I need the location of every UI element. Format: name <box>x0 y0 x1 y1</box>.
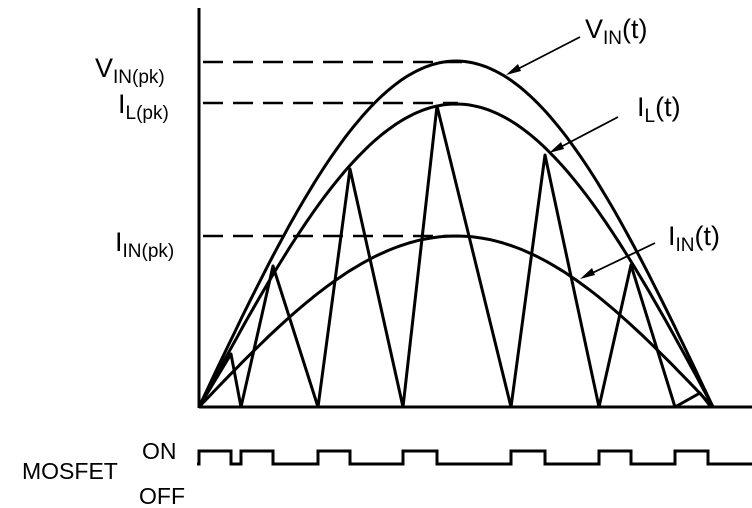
vin-pointer-line <box>511 36 581 73</box>
vin-pk-label: VIN(pk) <box>95 53 165 88</box>
vin-t-label: VIN(t) <box>585 14 648 49</box>
iin-curve <box>197 234 715 409</box>
vin-pointer-arrow <box>506 64 521 75</box>
il-pk-label: IL(pk) <box>118 89 169 124</box>
il-t-label: IL(t) <box>637 92 681 127</box>
il-pointer-arrow <box>549 142 564 153</box>
on-label: ON <box>142 438 177 464</box>
off-label: OFF <box>139 483 185 508</box>
iin-pk-label: IIN(pk) <box>115 227 174 262</box>
mosfet-pwm-signal <box>197 449 752 466</box>
inductor-current-ramps <box>197 104 713 409</box>
mosfet-label: MOSFET <box>22 458 118 484</box>
iin-pointer-line <box>585 242 656 277</box>
il-envelope-curve <box>197 102 715 408</box>
vin-curve <box>197 59 715 408</box>
iin-t-label: IIN(t) <box>668 221 720 256</box>
il-pointer-line <box>554 116 619 151</box>
iin-pointer-arrow <box>580 268 595 279</box>
